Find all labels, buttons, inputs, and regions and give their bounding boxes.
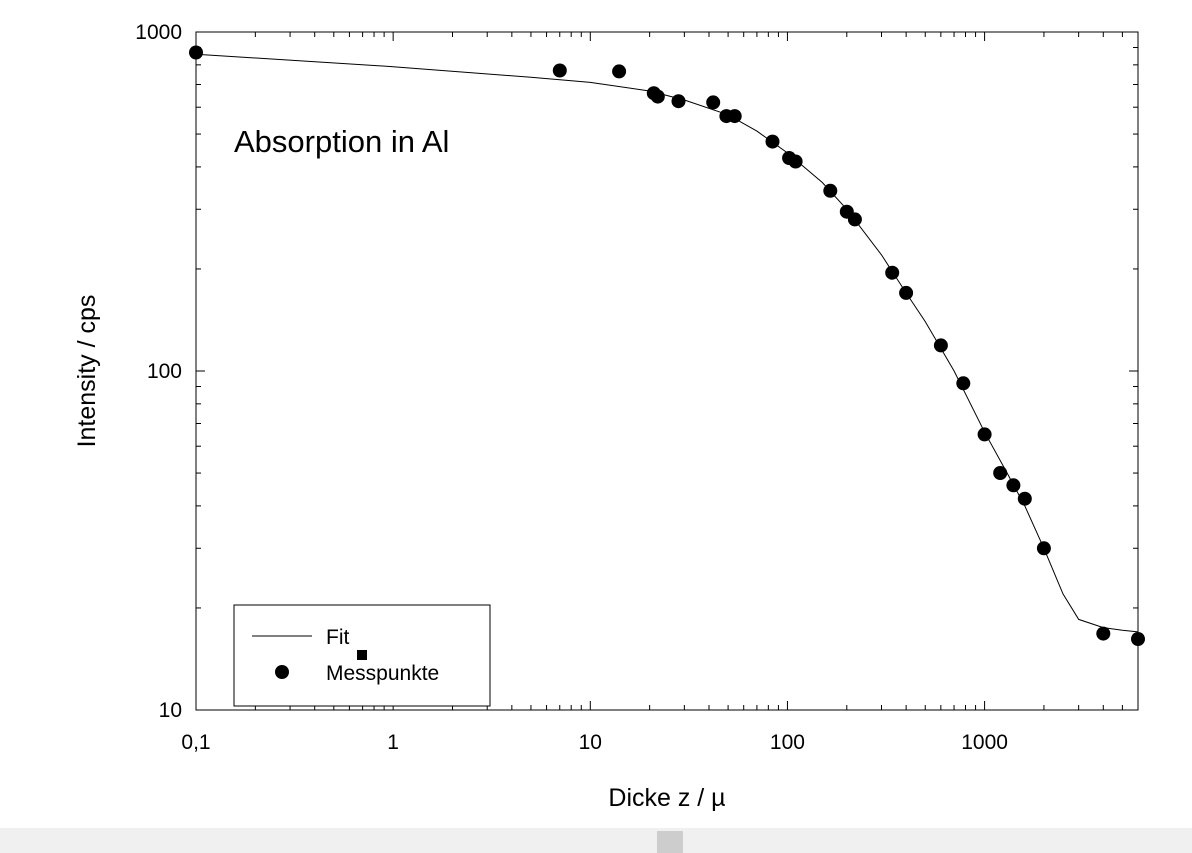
y-tick-label: 10 <box>159 699 182 722</box>
data-point <box>612 64 627 79</box>
y-tick-labels: 10 100 1000 <box>135 21 182 722</box>
data-point <box>765 134 780 149</box>
y-axis-label: Intensity / cps <box>73 295 101 448</box>
x-axis-label: Dicke z / µ <box>608 784 725 812</box>
y-tick-label: 100 <box>147 360 182 383</box>
y-tick-label: 1000 <box>135 21 182 44</box>
data-point <box>1036 541 1051 556</box>
cursor-marker-icon <box>357 650 367 660</box>
x-tick-label: 10 <box>579 731 602 754</box>
data-point <box>727 109 742 124</box>
minor-ticks <box>196 32 1139 710</box>
data-point <box>977 427 992 442</box>
legend: Fit Messpunkte <box>233 604 491 707</box>
chart-annotation: Absorption in Al <box>234 124 449 159</box>
data-points <box>189 45 1145 646</box>
data-point <box>1006 478 1021 493</box>
scrollbar-thumb[interactable] <box>657 831 683 853</box>
data-point <box>1017 491 1032 506</box>
data-point <box>671 94 686 109</box>
x-tick-label: 100 <box>770 731 805 754</box>
data-point <box>847 212 862 227</box>
data-point <box>956 376 971 391</box>
horizontal-scrollbar[interactable] <box>0 828 1192 853</box>
data-point <box>885 265 900 280</box>
data-point <box>1096 626 1111 641</box>
data-point <box>189 45 203 60</box>
data-point <box>650 89 665 104</box>
data-point <box>552 63 567 78</box>
x-tick-labels: 0,1 1 10 100 1000 <box>181 731 1008 754</box>
x-tick-label: 1 <box>387 731 399 754</box>
data-point <box>706 95 721 110</box>
data-point <box>933 338 948 353</box>
major-ticks <box>195 31 1138 711</box>
x-tick-label: 1000 <box>961 731 1008 754</box>
data-point <box>899 285 914 300</box>
data-point <box>823 183 838 198</box>
data-point <box>1131 632 1145 646</box>
x-tick-label: 0,1 <box>181 731 210 754</box>
legend-messpunkte-swatch <box>275 665 289 679</box>
data-point <box>993 466 1008 480</box>
data-point <box>788 154 803 169</box>
legend-messpunkte-label: Messpunkte <box>326 662 439 685</box>
legend-fit-label: Fit <box>326 626 349 649</box>
